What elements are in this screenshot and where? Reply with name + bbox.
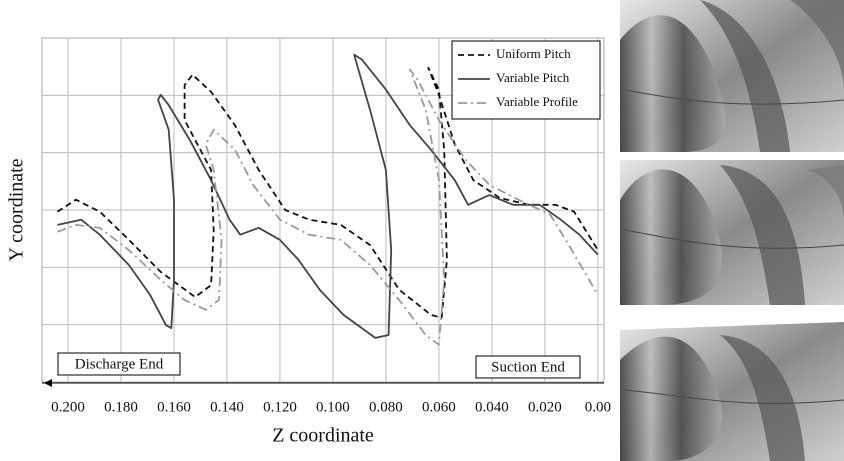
x-tick-label: 0.100: [316, 399, 350, 415]
rotor-image: [620, 322, 844, 461]
axis-arrow: [44, 379, 52, 387]
x-tick-label: 0.120: [263, 399, 297, 415]
rotor-image: [620, 0, 844, 152]
x-axis-title: Z coordinate: [272, 425, 374, 447]
annotation: Suction End: [491, 359, 565, 375]
chart: 0.200 0.180 0.160 0.140 0.120 0.100 0.080 0.060…: [0, 0, 844, 461]
legend-label: Variable Pitch: [496, 70, 570, 85]
x-tick-label: 0.080: [369, 399, 403, 415]
x-tick-label: 0.020: [528, 399, 562, 415]
legend-label: Uniform Pitch: [496, 46, 571, 61]
annotation: Discharge End: [75, 356, 164, 372]
x-tick-label: 0.00: [585, 399, 611, 415]
y-axis-title: Y coordinate: [6, 158, 28, 261]
legend: Uniform Pitch Variable Pitch Variable Prof…: [452, 41, 600, 119]
x-tick-label: 0.140: [210, 399, 244, 415]
x-tick-label: 0.160: [157, 399, 191, 415]
legend-label: Variable Profile: [496, 94, 578, 109]
rotor-image: [620, 160, 844, 305]
x-tick-label: 0.040: [475, 399, 509, 415]
x-tick-label: 0.200: [51, 399, 85, 415]
rotor-images: [620, 0, 844, 461]
x-tick-label: 0.060: [422, 399, 456, 415]
x-tick-label: 0.180: [104, 399, 138, 415]
